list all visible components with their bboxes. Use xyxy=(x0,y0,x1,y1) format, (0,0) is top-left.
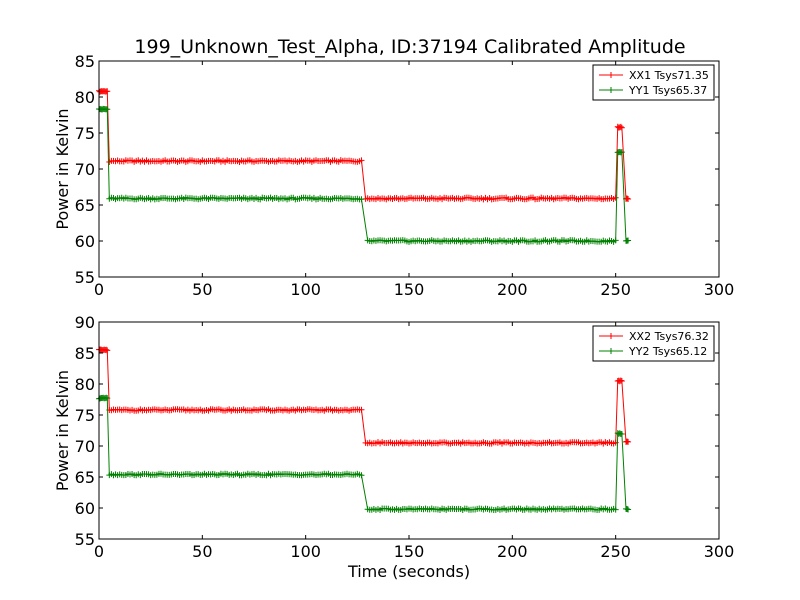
data-point-2-2-260 xyxy=(625,506,632,513)
x-tick-label: 250 xyxy=(600,542,631,561)
data-point-2-1-257 xyxy=(617,377,624,384)
data-point-2-2-8 xyxy=(104,395,111,402)
y-tick-label: 60 xyxy=(75,232,95,251)
data-point-2-2-131 xyxy=(358,472,365,479)
legend: XX1 Tsys71.35 YY1 Tsys65.37 xyxy=(592,64,715,101)
x-tick-label: 50 xyxy=(192,280,212,299)
y-tick-label: 85 xyxy=(75,344,95,363)
data-point-2-1-7 xyxy=(103,346,110,353)
panel-2: 0 50 100 150 200 250 300 55 60 65 70 75 80 85 90 Power … xyxy=(53,313,734,581)
data-point-1-1-131 xyxy=(358,157,365,164)
legend-marker xyxy=(608,348,614,354)
panel-1: 0 50 100 150 200 250 300 55 60 65 70 75 80 85 Power in… xyxy=(53,52,734,299)
data-point-1-1-260 xyxy=(624,195,631,202)
y-tick-label: 70 xyxy=(75,437,95,456)
x-tick-label: 0 xyxy=(94,542,104,561)
data-point-1-2-260 xyxy=(625,237,632,244)
y-axis-label: Power in Kelvin xyxy=(53,370,72,491)
y-tick-label: 85 xyxy=(75,52,95,71)
y-tick-label: 80 xyxy=(75,375,95,394)
legend-marker xyxy=(608,72,614,78)
y-tick-label: 65 xyxy=(75,196,95,215)
data-point-2-1-8 xyxy=(104,347,111,354)
data-point-1-2-257 xyxy=(618,149,625,156)
y-tick-label: 55 xyxy=(75,268,95,287)
x-axis-label: Time (seconds) xyxy=(347,562,470,581)
y-tick-label: 75 xyxy=(75,406,95,425)
x-tick-label: 0 xyxy=(94,280,104,299)
y-axis-label: Power in Kelvin xyxy=(53,108,72,229)
series-1-1 xyxy=(96,87,632,203)
series-1-2 xyxy=(96,105,632,245)
legend-box xyxy=(592,64,715,101)
legend-marker xyxy=(608,87,614,93)
legend-label: XX2 Tsys76.32 xyxy=(629,330,709,343)
data-point-1-2-8 xyxy=(104,106,111,113)
x-tick-label: 150 xyxy=(394,542,425,561)
legend: XX2 Tsys76.32 YY2 Tsys65.12 xyxy=(592,325,715,362)
data-point-2-2-252 xyxy=(612,506,619,513)
y-tick-label: 55 xyxy=(75,530,95,549)
data-point-1-1-258 xyxy=(618,124,625,131)
y-tick-label: 90 xyxy=(75,313,95,332)
x-tick-label: 300 xyxy=(704,280,735,299)
data-point-1-1-253 xyxy=(612,194,619,201)
data-point-1-2-252 xyxy=(612,237,619,244)
x-tick-label: 100 xyxy=(290,280,321,299)
legend-marker xyxy=(608,333,614,339)
series-2-1 xyxy=(96,346,632,447)
y-tick-label: 75 xyxy=(75,124,95,143)
y-tick-label: 65 xyxy=(75,468,95,487)
legend-box xyxy=(592,325,715,362)
x-tick-label: 200 xyxy=(497,542,528,561)
legend-label: YY2 Tsys65.12 xyxy=(628,345,707,358)
y-tick-label: 80 xyxy=(75,88,95,107)
data-point-2-1-261 xyxy=(625,438,632,445)
legend-label: XX1 Tsys71.35 xyxy=(629,69,709,82)
x-tick-label: 300 xyxy=(704,542,735,561)
figure-title: 199_Unknown_Test_Alpha, ID:37194 Calibra… xyxy=(134,36,685,58)
y-tick-label: 70 xyxy=(75,160,95,179)
data-point-1-1-257 xyxy=(617,123,624,130)
data-point-1-1-8 xyxy=(104,88,111,95)
data-point-1-1-261 xyxy=(625,195,632,202)
x-tick-label: 150 xyxy=(394,280,425,299)
x-tick-label: 100 xyxy=(290,542,321,561)
data-point-1-2-131 xyxy=(358,196,365,203)
data-point-2-1-131 xyxy=(358,406,365,413)
x-tick-label: 50 xyxy=(192,542,212,561)
x-tick-label: 250 xyxy=(600,280,631,299)
y-tick-label: 60 xyxy=(75,499,95,518)
data-point-2-2-257 xyxy=(618,431,625,438)
data-point-2-1-258 xyxy=(618,378,625,385)
legend-label: YY1 Tsys65.37 xyxy=(628,84,707,97)
x-tick-label: 200 xyxy=(497,280,528,299)
series-2-2 xyxy=(96,394,632,514)
